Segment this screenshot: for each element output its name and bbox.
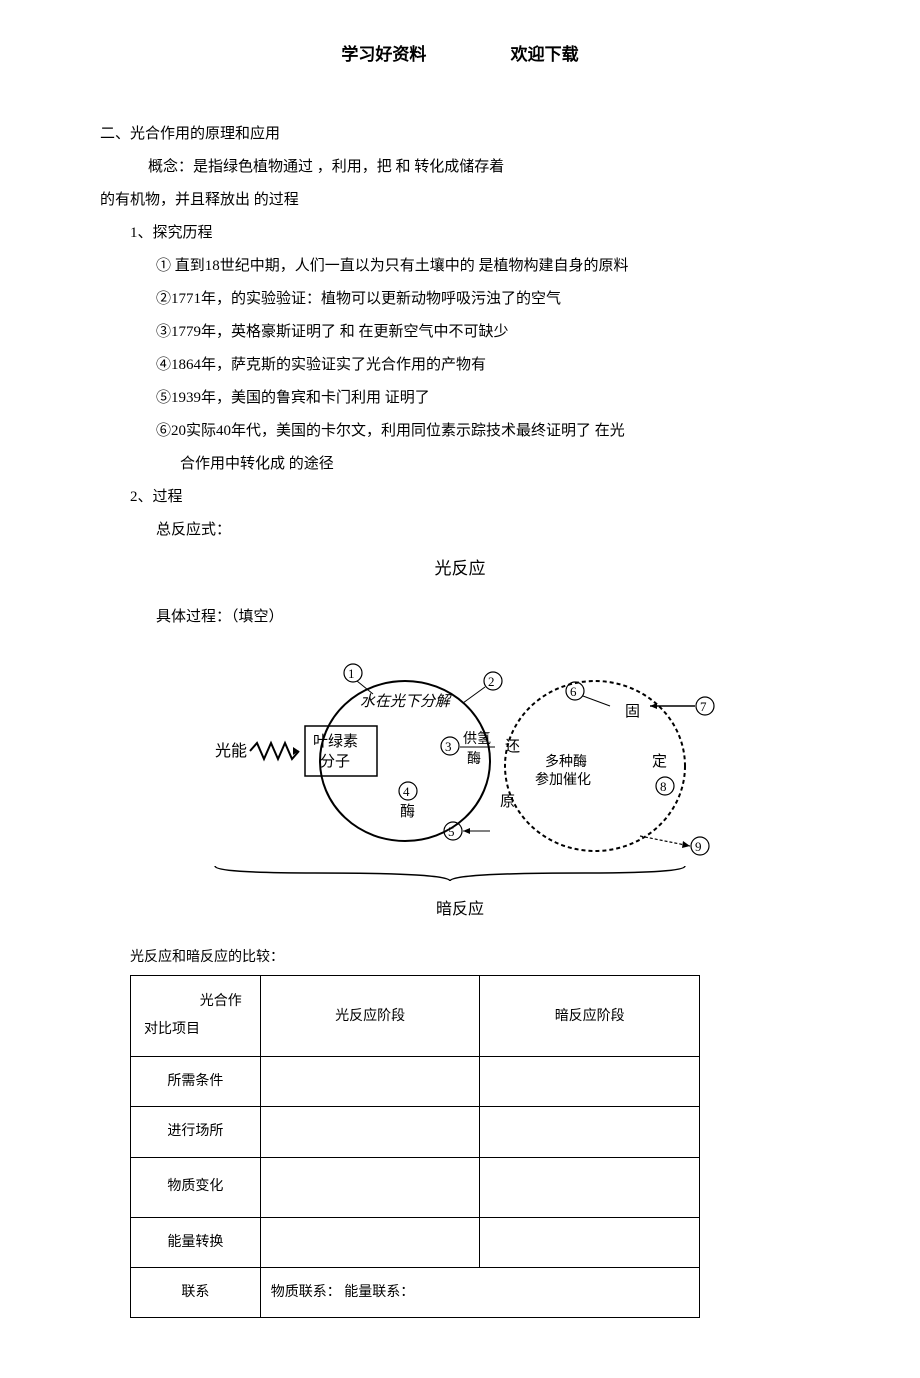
row-location: 进行场所 [131, 1107, 261, 1157]
svg-text:叶绿素: 叶绿素 [313, 733, 358, 750]
cell-empty [480, 1217, 700, 1267]
svg-text:原: 原 [500, 794, 515, 810]
sub2-title: 2、过程 [100, 484, 820, 511]
formula-line: 总反应式： [100, 517, 820, 544]
table-corner-cell: 光合作 对比项目 [131, 976, 261, 1057]
header-right: 欢迎下载 [511, 40, 579, 71]
light-reaction-label: 光反应 [100, 554, 820, 585]
table-row: 所需条件 [131, 1057, 700, 1107]
svg-text:6: 6 [570, 684, 577, 699]
cell-empty [480, 1107, 700, 1157]
row-condition: 所需条件 [131, 1057, 261, 1107]
svg-text:还: 还 [505, 738, 520, 755]
svg-text:3: 3 [445, 739, 452, 754]
svg-text:分子: 分子 [320, 753, 350, 770]
svg-text:7: 7 [700, 699, 707, 714]
concept-line-2: 的有机物，并且释放出 的过程 [100, 187, 820, 214]
svg-text:2: 2 [488, 674, 495, 689]
page-header: 学习好资料 欢迎下载 [100, 40, 820, 71]
cell-empty [260, 1057, 480, 1107]
cell-empty [260, 1157, 480, 1217]
history-item-6a: ⑥20实际40年代，美国的卡尔文，利用同位素示踪技术最终证明了 在光 [100, 418, 820, 445]
svg-text:固: 固 [625, 703, 640, 720]
svg-text:8: 8 [660, 779, 667, 794]
history-item-4: ④1864年，萨克斯的实验证实了光合作用的产物有 [100, 352, 820, 379]
svg-text:酶: 酶 [467, 751, 481, 767]
svg-text:多种酶: 多种酶 [545, 753, 587, 770]
cell-empty [260, 1217, 480, 1267]
process-label: 具体过程：（填空） [100, 604, 820, 631]
header-left: 学习好资料 [341, 40, 426, 71]
row-energy: 能量转换 [131, 1217, 261, 1267]
light-phase-header: 光反应阶段 [260, 976, 480, 1057]
cell-empty [480, 1057, 700, 1107]
svg-text:5: 5 [448, 824, 455, 839]
table-row: 物质变化 [131, 1157, 700, 1217]
cell-empty [260, 1107, 480, 1157]
sub1-title: 1、探究历程 [100, 220, 820, 247]
compare-label: 光反应和暗反应的比较： [100, 945, 820, 970]
table-row: 能量转换 [131, 1217, 700, 1267]
history-item-3: ③1779年，英格豪斯证明了 和 在更新空气中不可缺少 [100, 319, 820, 346]
comparison-table: 光合作 对比项目 光反应阶段 暗反应阶段 所需条件 进行场所 物质变化 能量转换… [130, 975, 700, 1318]
svg-text:1: 1 [348, 666, 355, 681]
svg-text:水在光下分解: 水在光下分解 [360, 693, 452, 710]
table-header-row: 光合作 对比项目 光反应阶段 暗反应阶段 [131, 976, 700, 1057]
diagram-light-label: 光能 [215, 742, 247, 760]
link-content: 物质联系： 能量联系： [260, 1267, 699, 1317]
svg-text:酶: 酶 [400, 803, 415, 820]
concept-line-1: 概念：是指绿色植物通过 ，利用，把 和 转化成储存着 [100, 154, 820, 181]
svg-text:参加催化: 参加催化 [535, 771, 591, 788]
svg-text:9: 9 [695, 839, 702, 854]
history-item-2: ②1771年，的实验验证：植物可以更新动物呼吸污浊了的空气 [100, 286, 820, 313]
row-material: 物质变化 [131, 1157, 261, 1217]
dark-reaction-label: 暗反应 [100, 896, 820, 925]
cell-empty [480, 1157, 700, 1217]
svg-text:供氢: 供氢 [463, 731, 491, 747]
section-2-title: 二、光合作用的原理和应用 [100, 121, 820, 148]
table-row: 联系 物质联系： 能量联系： [131, 1267, 700, 1317]
history-item-6b: 合作用中转化成 的途径 [100, 451, 820, 478]
history-item-5: ⑤1939年，美国的鲁宾和卡门利用 证明了 [100, 385, 820, 412]
svg-text:定: 定 [652, 753, 667, 770]
photosynthesis-diagram: 光能 叶绿素 分子 水在光下分解 1 2 3 供氢 酶 4 酶 [100, 651, 820, 925]
row-link: 联系 [131, 1267, 261, 1317]
svg-text:4: 4 [403, 784, 410, 799]
table-row: 进行场所 [131, 1107, 700, 1157]
dark-phase-header: 暗反应阶段 [480, 976, 700, 1057]
history-item-1: ① 直到18世纪中期，人们一直以为只有土壤中的 是植物构建自身的原料 [100, 253, 820, 280]
